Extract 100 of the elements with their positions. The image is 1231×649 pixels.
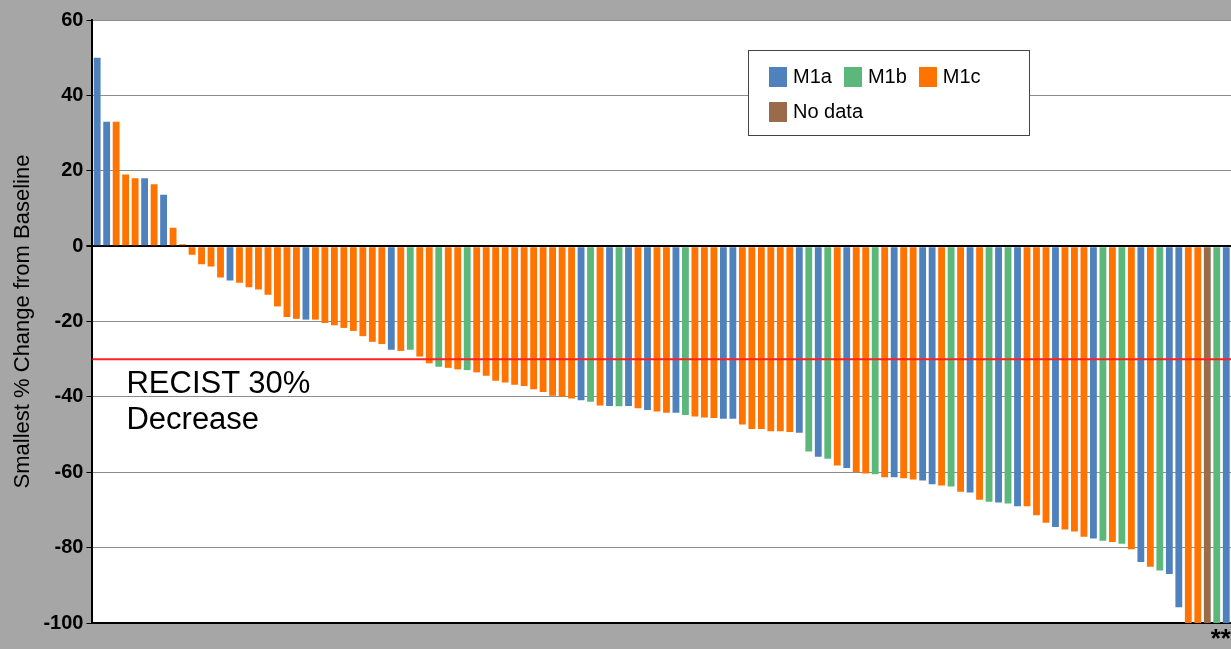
bar <box>1099 247 1107 541</box>
bar <box>131 178 139 246</box>
y-tick-label: 40 <box>61 82 84 105</box>
legend-label: M1b <box>867 65 907 88</box>
bar <box>406 247 414 350</box>
bar <box>644 247 651 411</box>
bar <box>757 247 765 429</box>
bar <box>862 247 870 474</box>
bar <box>359 247 367 337</box>
bar <box>1014 247 1021 507</box>
bar <box>719 247 727 419</box>
bar <box>871 247 879 475</box>
y-tick-label: -100 <box>43 610 84 633</box>
bar <box>1175 247 1183 608</box>
bar <box>473 247 481 373</box>
y-tick-label: -20 <box>54 309 84 332</box>
bar <box>482 247 490 376</box>
bar <box>701 247 708 418</box>
bar <box>919 247 927 481</box>
bar <box>663 247 670 413</box>
bar <box>198 247 205 265</box>
bar <box>833 247 841 466</box>
bar <box>938 247 946 486</box>
bar <box>501 247 509 383</box>
bar <box>311 247 319 320</box>
bar <box>843 247 851 469</box>
bar <box>511 247 519 385</box>
bar <box>530 247 538 390</box>
bar <box>900 247 908 479</box>
bar <box>274 247 281 307</box>
bar <box>340 247 348 328</box>
y-axis-title: Smallest % Change from Baseline <box>9 154 35 489</box>
ref-line-label: RECIST 30% Decrease <box>126 365 311 437</box>
y-tick-label: 20 <box>61 158 84 181</box>
bar <box>293 247 300 319</box>
bar <box>321 247 329 324</box>
text: ** <box>1210 623 1231 649</box>
bar <box>558 247 566 397</box>
bar <box>805 247 813 452</box>
bar <box>814 247 822 457</box>
bar <box>1146 247 1154 567</box>
bar <box>160 194 168 246</box>
bar <box>302 247 310 320</box>
bar <box>606 247 613 406</box>
bar <box>1052 247 1059 527</box>
bar <box>1156 247 1164 571</box>
bar <box>378 247 386 345</box>
bar <box>112 121 120 246</box>
bar <box>568 247 575 399</box>
bar <box>141 178 149 246</box>
bar <box>1184 247 1192 623</box>
bar <box>729 247 737 419</box>
y-tick-label: -60 <box>54 459 84 482</box>
bar <box>881 247 889 478</box>
bar <box>748 247 756 429</box>
bar <box>188 247 196 255</box>
bar <box>1118 247 1126 544</box>
bar <box>957 247 965 492</box>
bar <box>1090 247 1097 539</box>
bar <box>217 247 224 278</box>
bar <box>625 247 632 406</box>
bar <box>103 121 111 246</box>
bar <box>890 247 898 478</box>
bar <box>1127 247 1135 550</box>
legend-label: No data <box>793 100 864 123</box>
bar <box>416 247 424 357</box>
bar <box>454 247 462 370</box>
bar <box>1071 247 1078 532</box>
y-tick-label: -40 <box>54 384 84 407</box>
bar <box>976 247 983 500</box>
bar <box>387 247 395 350</box>
bar <box>738 247 746 425</box>
bar <box>349 247 357 331</box>
y-tick-label: 60 <box>61 7 84 30</box>
bar <box>330 247 338 326</box>
y-tick-label: 0 <box>72 233 84 256</box>
bar <box>397 247 405 351</box>
bar <box>795 247 803 433</box>
bar <box>776 247 784 432</box>
bar <box>549 247 557 396</box>
bar <box>368 247 376 342</box>
bar <box>824 247 832 459</box>
bar <box>492 247 500 381</box>
bar <box>520 247 528 386</box>
bar <box>255 247 262 290</box>
bar <box>463 247 471 371</box>
bar <box>1213 247 1221 623</box>
bar <box>1165 247 1173 575</box>
bar <box>444 247 452 368</box>
bar <box>995 247 1002 503</box>
bar <box>587 247 594 402</box>
bar <box>786 247 794 432</box>
bar <box>767 247 775 432</box>
bar <box>909 247 917 480</box>
y-tick-label: -80 <box>54 535 84 558</box>
bar <box>947 247 955 487</box>
legend-label: M1a <box>793 65 832 88</box>
bar <box>928 247 936 485</box>
bar <box>1033 247 1040 516</box>
bar <box>1222 247 1230 623</box>
